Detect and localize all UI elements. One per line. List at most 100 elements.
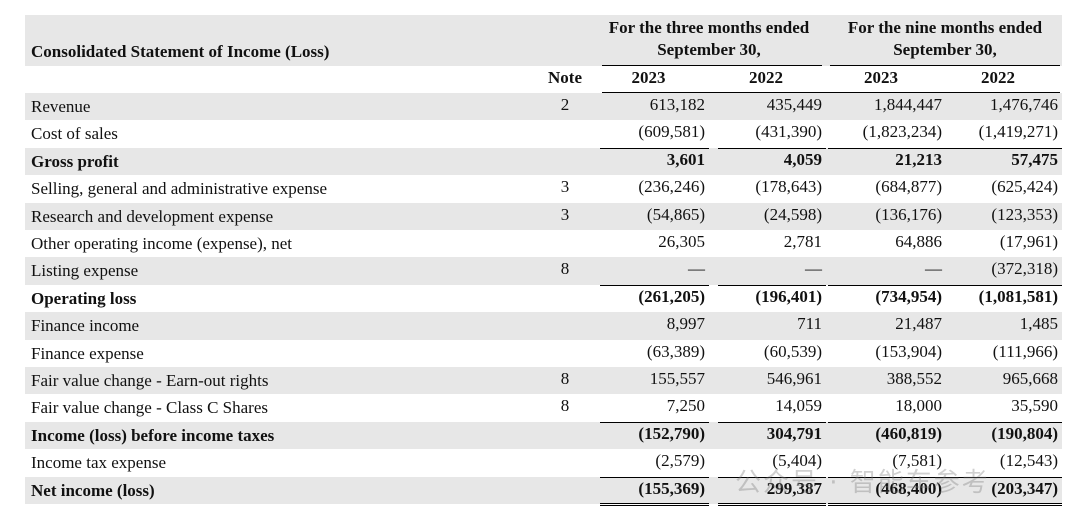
cell: (12,543) — [999, 451, 1058, 471]
note-header: Note — [548, 68, 582, 87]
cell: (609,581) — [638, 122, 705, 142]
cell: (136,176) — [875, 204, 942, 224]
cell: (153,904) — [875, 341, 942, 361]
rule — [602, 92, 1060, 93]
row-label: Net income (loss) — [31, 480, 155, 500]
cell: (196,401) — [755, 286, 822, 306]
row-label: Research and development expense — [31, 206, 274, 226]
cell: 4,059 — [783, 149, 822, 169]
rule — [600, 284, 709, 286]
cell: 546,961 — [766, 369, 822, 388]
cell: (123,353) — [991, 204, 1058, 224]
cell: (2,579) — [655, 451, 705, 471]
cell: 1,476,746 — [990, 95, 1058, 114]
cell: 35,590 — [1011, 396, 1058, 416]
cell: (431,390) — [755, 122, 822, 142]
row-band — [25, 476, 1062, 504]
cell: 1,844,447 — [874, 95, 942, 114]
cell: — — [805, 259, 822, 279]
cell: 57,475 — [1011, 149, 1058, 169]
year: 2022 — [981, 68, 1015, 87]
row-label: Income tax expense — [31, 453, 166, 473]
rule — [718, 476, 826, 478]
cell: (203,347) — [991, 478, 1058, 498]
cell: 3,601 — [666, 149, 705, 169]
cell: 155,557 — [649, 369, 705, 388]
row-note: 8 — [560, 259, 570, 279]
cell: (111,966) — [992, 341, 1058, 361]
row-band — [25, 147, 1062, 176]
row-note: 8 — [560, 369, 570, 388]
cell: (468,400) — [875, 478, 942, 498]
group-header: For the three months ended September 30, — [608, 18, 810, 59]
rule — [828, 503, 946, 506]
cell: (178,643) — [755, 177, 822, 197]
rule — [830, 65, 1060, 66]
cell: (625,424) — [991, 177, 1058, 197]
rule — [718, 284, 826, 286]
row-note: 3 — [560, 204, 570, 224]
row-label: Fair value change - Earn-out rights — [31, 371, 269, 390]
cell: (372,318) — [991, 259, 1058, 279]
row-note: 2 — [560, 95, 570, 114]
cell: (5,404) — [772, 451, 822, 471]
rule — [600, 147, 709, 149]
cell: (734,954) — [875, 286, 942, 306]
rule — [600, 476, 709, 478]
rule — [718, 421, 826, 423]
cell: 388,552 — [886, 369, 942, 388]
year: 2023 — [631, 68, 666, 87]
cell: (152,790) — [638, 423, 705, 443]
cell: (1,081,581) — [978, 286, 1058, 306]
cell: (1,823,234) — [862, 122, 942, 142]
cell: (60,539) — [763, 341, 822, 361]
cell: 26,305 — [658, 232, 705, 251]
cell: 18,000 — [895, 396, 942, 416]
rule — [946, 147, 1062, 149]
cell: 711 — [797, 314, 822, 334]
row-band — [25, 93, 1062, 121]
cell: 1,485 — [1019, 314, 1058, 334]
row-band — [25, 202, 1062, 230]
row-band — [25, 257, 1062, 285]
row-label: Operating loss — [31, 288, 137, 308]
cell: (155,369) — [638, 478, 705, 498]
rule — [600, 503, 709, 506]
cell: (460,819) — [875, 423, 942, 443]
cell: 299,387 — [766, 478, 822, 498]
rule — [718, 503, 826, 506]
cell: (1,419,271) — [978, 122, 1058, 142]
rule — [946, 503, 1062, 506]
cell: (261,205) — [638, 286, 705, 306]
header-band — [25, 15, 1062, 66]
cell: 21,213 — [895, 149, 942, 169]
rule — [828, 147, 946, 149]
rule — [602, 65, 822, 66]
rule — [828, 476, 946, 478]
cell: 2,781 — [783, 232, 822, 251]
cell: (24,598) — [763, 204, 822, 224]
cell: (684,877) — [875, 177, 942, 197]
rule — [600, 421, 709, 423]
cell: 14,059 — [775, 396, 822, 416]
rule — [828, 421, 946, 423]
cell: (63,389) — [646, 341, 705, 361]
cell: — — [688, 259, 705, 279]
cell: 435,449 — [766, 95, 822, 114]
cell: (17,961) — [999, 232, 1058, 251]
row-band — [25, 367, 1062, 395]
row-label: Revenue — [31, 97, 91, 116]
rule — [718, 147, 826, 149]
title: Consolidated Statement of Income (Loss) — [31, 42, 330, 61]
cell: 21,487 — [895, 314, 942, 334]
row-label: Income (loss) before income taxes — [31, 425, 275, 445]
row-label: Selling, general and administrative expe… — [31, 179, 327, 199]
rule — [946, 476, 1062, 478]
cell: 64,886 — [895, 232, 942, 251]
cell: 965,668 — [1002, 369, 1058, 388]
cell: — — [925, 259, 942, 279]
rule — [828, 284, 946, 286]
group-header: For the nine months ended September 30, — [847, 18, 1043, 59]
row-note: 3 — [560, 177, 570, 197]
